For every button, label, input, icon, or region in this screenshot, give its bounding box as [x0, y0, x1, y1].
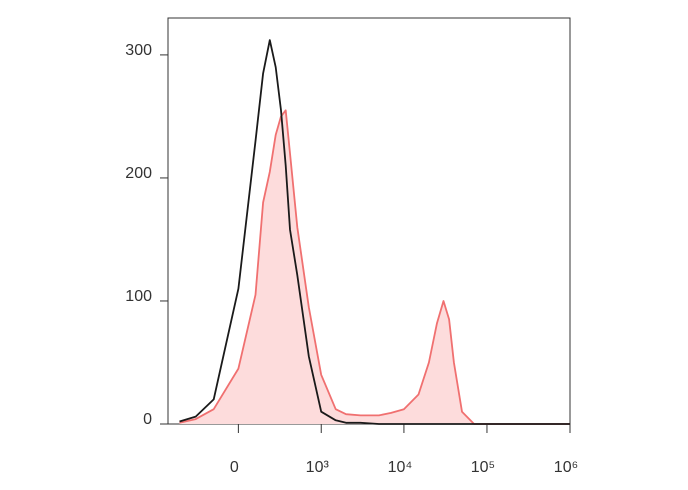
y-tick-label: 300 — [125, 42, 152, 59]
histogram-area — [179, 110, 570, 425]
x-tick-label: 10⁴ — [388, 459, 413, 476]
y-tick-label: 0 — [143, 411, 152, 428]
plot-frame — [167, 17, 571, 425]
histogram-line — [179, 39, 570, 425]
x-tick-label: 10⁶ — [554, 459, 578, 476]
x-tick-label: 0 — [230, 459, 239, 476]
histogram-line — [179, 109, 570, 425]
y-tick-label: 100 — [125, 288, 152, 305]
y-tick-label: 200 — [125, 165, 152, 182]
x-tick-label: 10³ — [306, 459, 330, 476]
x-tick-label: 10⁵ — [471, 459, 495, 476]
